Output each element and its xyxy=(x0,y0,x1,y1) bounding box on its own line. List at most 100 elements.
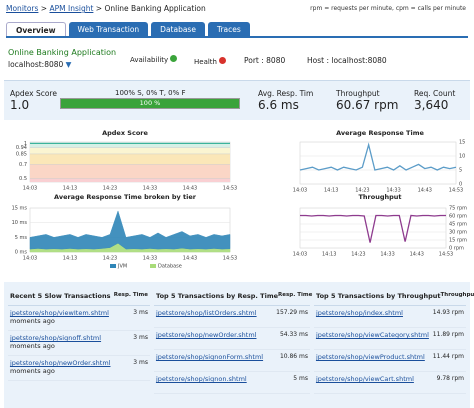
line xyxy=(299,142,457,171)
transaction-link[interactable]: jpetstore/shop/signon.shtml xyxy=(156,375,247,383)
table: Top 5 Transactions by Throughput Throughp… xyxy=(314,288,474,408)
transaction-link[interactable]: jpetstore/shop/newOrder.shtml xyxy=(10,359,111,367)
status-icon xyxy=(219,57,227,64)
apdex-track: 100 % xyxy=(60,98,240,109)
tab[interactable]: Database xyxy=(151,22,205,36)
port: Port : 8080 xyxy=(244,56,286,65)
y-tick-label: 15 xyxy=(459,140,465,146)
y-tick-label: 75 rpm xyxy=(449,206,467,212)
cell: jpetstore/shop/listOrders.shtml xyxy=(156,309,257,324)
transaction-link[interactable]: jpetstore/shop/signoff.shtml xyxy=(10,334,102,342)
x-tick-label: 14:43 xyxy=(410,252,424,258)
host: Host : localhost:8080 xyxy=(307,56,387,65)
table-row: jpetstore/shop/listOrders.shtml 157.29 ms xyxy=(154,306,310,328)
table-row: jpetstore/shop/signoff.shtml moments ago 3… xyxy=(8,331,150,356)
x-tick-label: 14:03 xyxy=(293,252,307,258)
tab[interactable]: Web Transaction xyxy=(68,22,149,36)
tab[interactable]: Overview xyxy=(6,22,66,36)
y-tick-label: 5 ms xyxy=(15,235,28,241)
table-row: jpetstore/shop/newOrder.shtml 54.33 ms xyxy=(154,328,310,350)
chart-title: Throughput xyxy=(358,193,401,201)
legend-label: JVM xyxy=(117,264,127,270)
apdex-band xyxy=(30,153,230,165)
x-tick-label: 14:43 xyxy=(183,256,197,262)
x-tick-label: 14:23 xyxy=(103,186,117,192)
table-row: jpetstore/shop/viewCart.shtml 9.78 rpm xyxy=(314,372,466,394)
cell-value: 5 ms xyxy=(293,375,308,382)
apdex-band xyxy=(30,164,230,179)
metric-label: Throughput xyxy=(336,89,380,98)
x-tick-label: 14:03 xyxy=(293,188,307,194)
x-tick-label: 14:13 xyxy=(324,188,338,194)
y-tick-label: 30 rpm xyxy=(449,230,467,236)
apdex-bar-label: 100 % xyxy=(139,99,161,107)
x-tick-label: 14:23 xyxy=(351,252,365,258)
tables: Recent 5 Slow Transactions Resp. Time jpet… xyxy=(4,282,474,408)
transaction-link[interactable]: jpetstore/shop/listOrders.shtml xyxy=(156,309,257,317)
cell: jpetstore/shop/index.shtml xyxy=(316,309,403,324)
metric-label: Apdex Score xyxy=(10,89,57,98)
transaction-link[interactable]: jpetstore/shop/newOrder.shtml xyxy=(156,331,257,339)
y-tick-label: 0.5 xyxy=(19,176,27,182)
cell: jpetstore/shop/signonForm.shtml xyxy=(156,353,263,368)
status-icon xyxy=(170,55,178,62)
apdex-band xyxy=(30,178,230,182)
cell-value: 3 ms xyxy=(133,359,148,366)
cell: jpetstore/shop/viewCart.shtml xyxy=(316,375,414,390)
apdex-breakdown: 100% S, 0% T, 0% F xyxy=(115,89,186,97)
transaction-link[interactable]: jpetstore/shop/viewItem.shtml xyxy=(10,309,109,317)
x-tick-label: 14:33 xyxy=(386,188,400,194)
crumb[interactable]: Monitors xyxy=(6,4,39,13)
availability: Availability xyxy=(130,55,178,64)
cell-value: 11.44 rpm xyxy=(432,353,464,360)
health: Health xyxy=(194,57,227,66)
tab[interactable]: Traces xyxy=(207,22,250,36)
apdex-band xyxy=(30,147,230,154)
x-tick-label: 14:13 xyxy=(322,252,336,258)
legend-note: rpm = requests per minute, cpm = calls p… xyxy=(310,5,466,12)
cell-value: 11.89 rpm xyxy=(432,331,464,338)
plot-area xyxy=(299,141,457,185)
x-tick-label: 14:13 xyxy=(63,186,77,192)
column-title: Throughput xyxy=(440,292,474,298)
table-row: jpetstore/shop/viewItem.shtml moments ago… xyxy=(8,306,150,331)
line xyxy=(300,214,446,243)
y-tick-label: 10 xyxy=(459,154,465,160)
y-tick-label: 45 rpm xyxy=(449,222,467,228)
cell-value: 14.93 rpm xyxy=(432,309,464,316)
transaction-link[interactable]: jpetstore/shop/signonForm.shtml xyxy=(156,353,264,361)
caret[interactable]: ▼ xyxy=(65,60,72,69)
cell: jpetstore/shop/newOrder.shtml moments ago xyxy=(10,359,110,377)
crumb[interactable]: APM Insight xyxy=(49,4,94,13)
area xyxy=(29,210,231,250)
transaction-link[interactable]: jpetstore/shop/viewCart.shtml xyxy=(316,375,414,383)
crumb: Online Banking Application xyxy=(104,4,206,13)
charts: Apdex Score 10.940.85 0.7 0.5 14:03 14:13 14:2… xyxy=(12,129,468,270)
legend-swatch xyxy=(110,264,116,268)
x-tick-label: 14:53 xyxy=(449,188,463,194)
chart-title: Average Response Time broken by tier xyxy=(54,193,197,201)
transaction-link[interactable]: jpetstore/shop/viewCategory.shtml xyxy=(316,331,429,339)
time-ago: moments ago xyxy=(10,317,55,325)
table-title: Recent 5 Slow Transactions xyxy=(10,292,111,300)
y-tick-label: 15 rpm xyxy=(449,238,467,244)
table-row: jpetstore/shop/signonForm.shtml 10.86 ms xyxy=(154,350,310,372)
x-tick-label: 14:03 xyxy=(23,256,37,262)
x-tick-label: 14:23 xyxy=(103,256,117,262)
transaction-link[interactable]: jpetstore/shop/viewProduct.shtml xyxy=(316,353,425,361)
metric-value: 6.6 ms xyxy=(258,98,299,112)
x-tick-label: 14:33 xyxy=(143,256,157,262)
cell-value: 10.86 ms xyxy=(279,353,308,360)
table-row: jpetstore/shop/viewProduct.shtml 11.44 rp… xyxy=(314,350,466,372)
x-tick-label: 14:53 xyxy=(223,256,237,262)
y-tick-label: 0 ms xyxy=(15,250,28,256)
metric-label: Req. Count xyxy=(414,89,456,98)
cell-value: 9.78 rpm xyxy=(436,375,464,382)
transaction-link[interactable]: jpetstore/shop/index.shtml xyxy=(316,309,403,317)
x-tick-label: 14:43 xyxy=(418,188,432,194)
cell: jpetstore/shop/viewItem.shtml moments ago xyxy=(10,309,109,327)
tabs: Overview Web Transaction Database Traces xyxy=(6,22,468,38)
y-tick-label: 0.85 xyxy=(16,151,27,157)
x-tick-label: 14:53 xyxy=(223,186,237,192)
